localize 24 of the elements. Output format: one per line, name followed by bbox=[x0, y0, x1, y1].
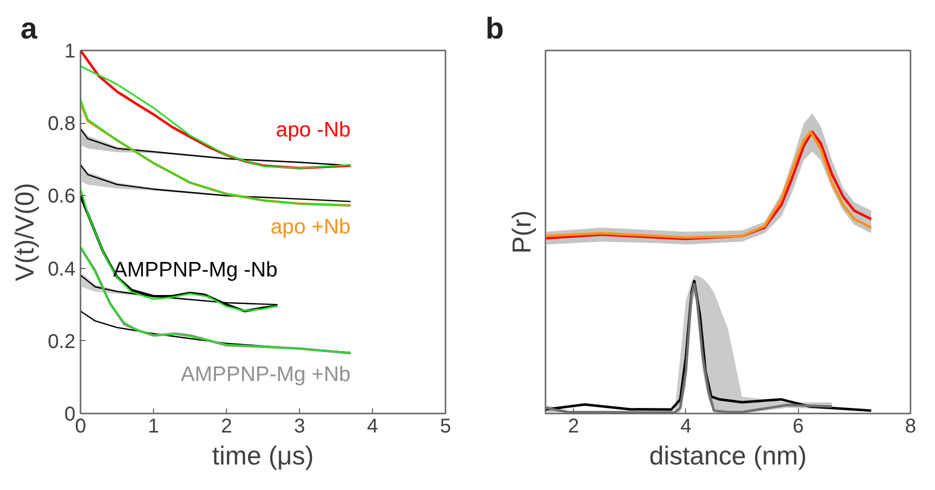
y-tick-label: 0.2 bbox=[48, 330, 76, 353]
x-tick-label: 1 bbox=[148, 416, 160, 438]
series-label: AMPPNP-Mg -Nb bbox=[113, 258, 278, 282]
x-tick-label: 4 bbox=[366, 416, 378, 438]
x-axis-title: distance (nm) bbox=[649, 440, 807, 470]
x-tick-label: 6 bbox=[792, 416, 804, 438]
y-tick-label: 0.4 bbox=[48, 258, 76, 280]
x-axis-title: time (μs) bbox=[212, 440, 314, 470]
y-tick-label: 0.6 bbox=[48, 186, 76, 208]
x-tick-label: 5 bbox=[440, 416, 452, 438]
x-tick-label: 8 bbox=[904, 416, 916, 438]
chart-title: b bbox=[486, 12, 504, 46]
y-axis-title: P(r) bbox=[506, 210, 536, 254]
series-label: apo +Nb bbox=[270, 216, 351, 238]
series-label: apo -Nb bbox=[276, 118, 351, 142]
x-tick-label: 4 bbox=[680, 416, 692, 438]
x-tick-label: 2 bbox=[568, 416, 580, 438]
series-label: AMPPNP-Mg +Nb bbox=[180, 363, 351, 386]
y-axis-title: V(t)/V(0) bbox=[10, 182, 40, 282]
x-tick-label: 3 bbox=[294, 416, 306, 438]
chart-title: a bbox=[20, 12, 38, 46]
y-tick-label: 0.8 bbox=[48, 113, 76, 136]
y-tick-label: 1 bbox=[64, 40, 76, 62]
x-tick-label: 2 bbox=[220, 416, 232, 438]
